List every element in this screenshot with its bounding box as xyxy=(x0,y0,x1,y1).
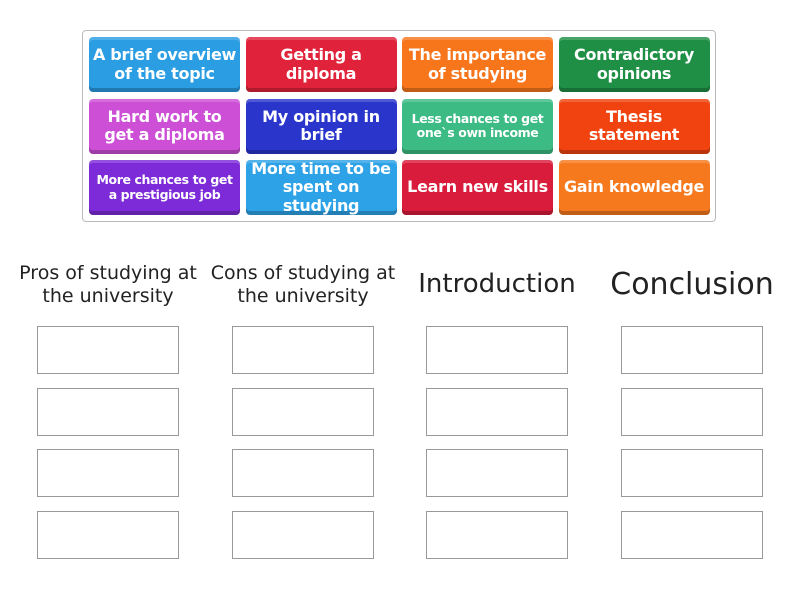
drop-slot[interactable] xyxy=(37,326,179,374)
drop-slot[interactable] xyxy=(232,449,374,497)
draggable-tile[interactable]: Gain knowledge xyxy=(558,160,710,215)
drop-slot[interactable] xyxy=(426,511,568,559)
draggable-tile[interactable]: Learn new skills xyxy=(402,160,553,215)
group-heading: Pros of studying at the university xyxy=(19,262,197,307)
drop-slot[interactable] xyxy=(37,449,179,497)
draggable-tile[interactable]: More chances to get a prestigious job xyxy=(89,160,240,215)
draggable-tile[interactable]: Thesis statement xyxy=(558,98,710,154)
draggable-tile[interactable]: More time to be spent on studying xyxy=(245,159,397,215)
drop-slot[interactable] xyxy=(232,388,374,436)
draggable-tile[interactable]: A brief overview of the topic xyxy=(89,37,240,92)
group-heading: Conclusion xyxy=(610,267,774,302)
draggable-tile[interactable]: Less chances to get one`s own income xyxy=(402,98,553,154)
drop-slot[interactable] xyxy=(232,326,374,374)
drop-slot[interactable] xyxy=(426,326,568,374)
group-heading: Introduction xyxy=(418,269,576,300)
draggable-tile[interactable]: Hard work to get a diploma xyxy=(89,98,240,154)
drop-slot[interactable] xyxy=(621,326,763,374)
drop-slot[interactable] xyxy=(232,511,374,559)
draggable-tile[interactable]: Getting a diploma xyxy=(245,37,397,92)
draggable-tile[interactable]: The importance of studying xyxy=(402,37,553,92)
group-heading: Cons of studying at the university xyxy=(210,262,396,307)
drop-slot[interactable] xyxy=(426,449,568,497)
drop-slot[interactable] xyxy=(621,388,763,436)
drop-slot[interactable] xyxy=(621,511,763,559)
drop-slot[interactable] xyxy=(426,388,568,436)
tile-bank: A brief overview of the topic Getting a d… xyxy=(82,30,716,222)
drop-slot[interactable] xyxy=(621,449,763,497)
draggable-tile[interactable]: Contradictory opinions xyxy=(558,37,710,92)
drop-slot[interactable] xyxy=(37,511,179,559)
draggable-tile[interactable]: My opinion in brief xyxy=(245,98,397,154)
drop-slot[interactable] xyxy=(37,388,179,436)
